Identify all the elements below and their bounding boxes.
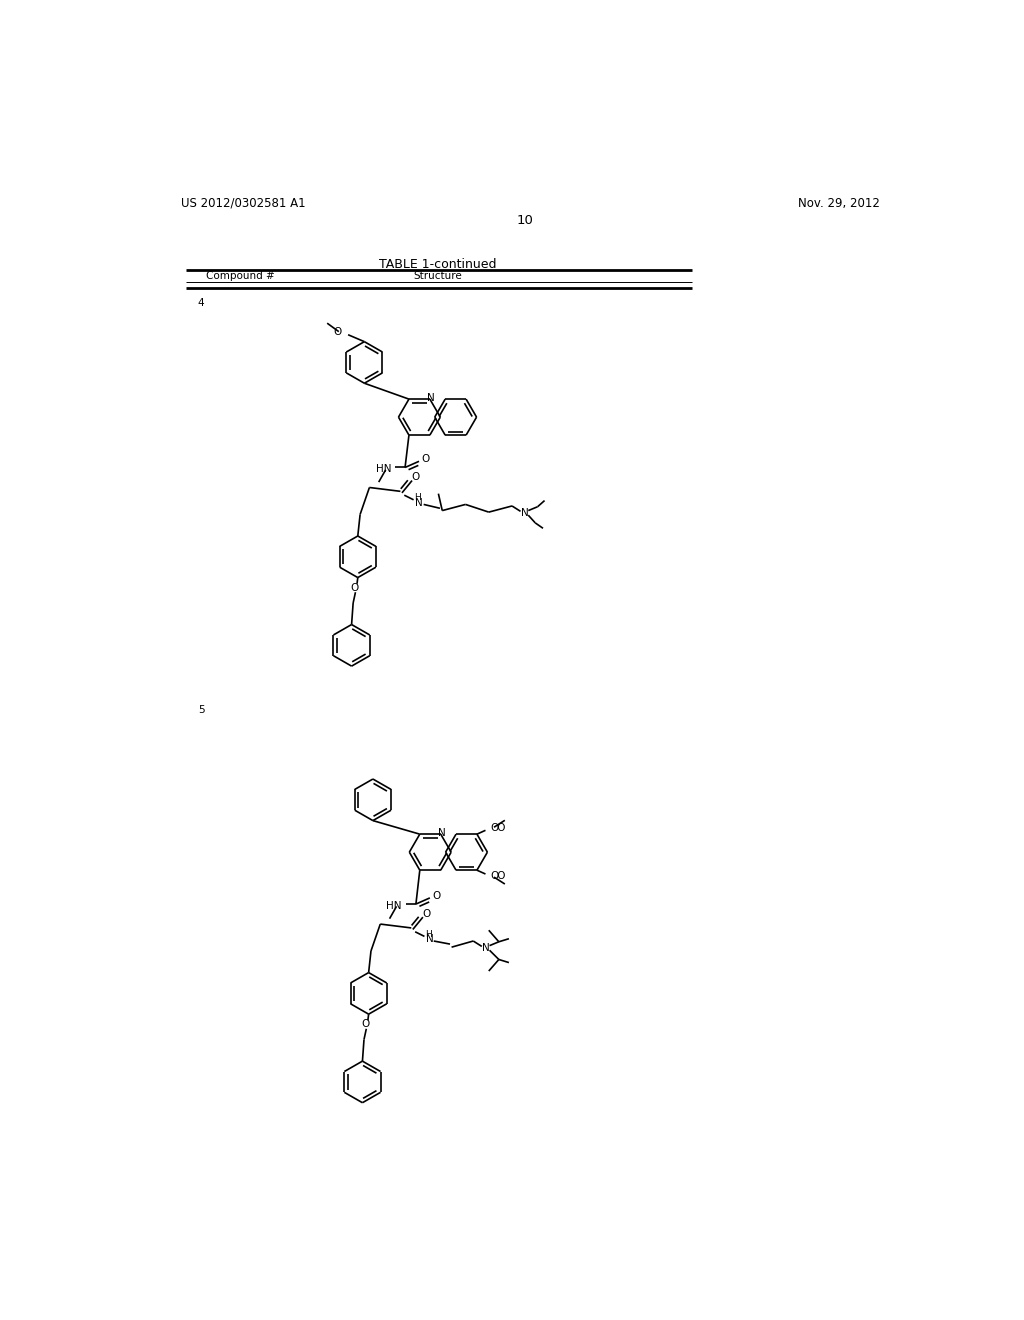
Text: N: N [481,942,489,953]
Text: N: N [437,829,445,838]
Text: Compound #: Compound # [206,271,274,281]
Text: O: O [334,326,342,337]
Text: N: N [426,935,434,945]
Text: O: O [421,454,429,465]
Text: O: O [423,909,431,919]
Text: N: N [427,393,434,404]
Text: H: H [425,929,432,939]
Text: TABLE 1-continued: TABLE 1-continued [379,259,497,272]
Text: O: O [432,891,440,900]
Text: O: O [494,871,506,882]
Text: N: N [415,498,423,508]
Text: N: N [520,508,528,517]
Text: 10: 10 [516,214,534,227]
Text: HN: HN [386,900,402,911]
Text: O: O [490,871,499,882]
Text: 4: 4 [198,298,205,308]
Text: US 2012/0302581 A1: US 2012/0302581 A1 [180,197,305,210]
Text: HN: HN [376,465,391,474]
Text: O: O [361,1019,370,1030]
Text: H: H [414,492,421,502]
Text: O: O [490,822,499,833]
Text: O: O [412,473,420,483]
Text: 5: 5 [198,705,205,715]
Text: O: O [350,582,358,593]
Text: O: O [494,822,506,833]
Text: Nov. 29, 2012: Nov. 29, 2012 [798,197,880,210]
Text: Structure: Structure [414,271,463,281]
